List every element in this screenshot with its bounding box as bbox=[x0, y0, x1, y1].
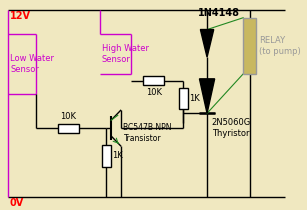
Text: Low Water
Sensor: Low Water Sensor bbox=[10, 54, 54, 74]
Polygon shape bbox=[200, 30, 214, 57]
Text: RELAY
(to pump): RELAY (to pump) bbox=[259, 36, 301, 55]
Text: 1K: 1K bbox=[112, 151, 123, 160]
Text: 10K: 10K bbox=[60, 112, 76, 121]
Text: High Water
Sensor: High Water Sensor bbox=[102, 45, 149, 64]
Bar bbox=[102, 145, 111, 167]
Bar bbox=[58, 124, 79, 133]
Text: 2N5060G
Thyristor: 2N5060G Thyristor bbox=[212, 118, 251, 138]
Text: BC547B NPN
Transistor: BC547B NPN Transistor bbox=[123, 123, 172, 143]
Text: 0V: 0V bbox=[10, 198, 24, 208]
Bar bbox=[243, 18, 256, 74]
Bar bbox=[179, 88, 188, 109]
Text: 1N4148: 1N4148 bbox=[198, 8, 239, 18]
Polygon shape bbox=[200, 79, 215, 113]
Bar bbox=[143, 76, 164, 85]
Text: 1K: 1K bbox=[189, 94, 200, 103]
Text: 10K: 10K bbox=[146, 88, 162, 97]
Text: 12V: 12V bbox=[10, 11, 30, 21]
